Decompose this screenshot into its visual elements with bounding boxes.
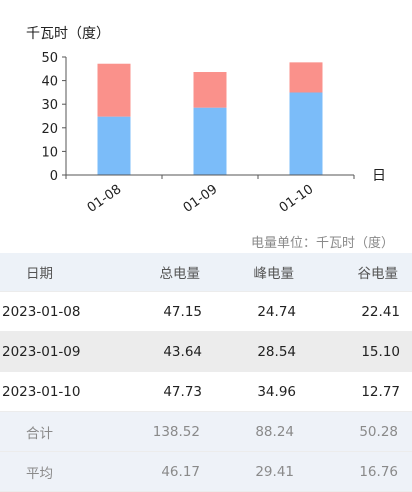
y-axis-label: 千瓦时（度）: [26, 26, 110, 42]
bar-segment-peak: [289, 62, 323, 93]
y-tick-label: 0: [50, 169, 58, 184]
cell-total: 47.15: [163, 303, 202, 320]
cell-average-label: 平均: [26, 465, 53, 482]
cell-total-label: 合计: [26, 425, 53, 442]
cell-peak: 24.74: [257, 303, 296, 320]
x-tick-label: 01-09: [181, 182, 221, 216]
table-header-row: 日期 总电量 峰电量 谷电量: [0, 253, 412, 292]
y-tick-label: 40: [41, 75, 58, 90]
header-date: 日期: [26, 266, 53, 282]
unit-note: 电量单位：千瓦时（度）: [250, 236, 394, 251]
cell-valley: 16.76: [359, 463, 398, 480]
cell-valley: 50.28: [359, 423, 398, 440]
y-tick-label: 20: [41, 122, 58, 137]
cell-valley: 12.77: [361, 383, 400, 400]
cell-date: 2023-01-10: [2, 383, 81, 400]
y-tick-label: 10: [41, 145, 58, 160]
cell-total: 43.64: [163, 343, 202, 360]
bar-segment-valley: [97, 116, 131, 175]
x-axis-label: 日: [372, 168, 386, 184]
table-row: 2023-01-08 47.15 24.74 22.41: [0, 292, 412, 332]
energy-table: 日期 总电量 峰电量 谷电量 2023-01-08 47.15 24.74 22…: [0, 253, 412, 492]
stacked-bar-chart: 千瓦时（度） 日 0 10 20 30 40 50 01-08 01-09 01-10: [26, 26, 386, 216]
cell-valley: 15.10: [361, 343, 400, 360]
x-tick-label: 01-08: [85, 182, 125, 216]
bar-segment-valley: [289, 92, 323, 175]
header-peak: 峰电量: [253, 266, 295, 282]
cell-peak: 34.96: [257, 383, 296, 400]
cell-total: 46.17: [161, 463, 200, 480]
y-tick-label: 30: [41, 98, 58, 113]
cell-total: 47.73: [163, 383, 202, 400]
cell-peak: 28.54: [257, 343, 296, 360]
header-total: 总电量: [159, 266, 201, 282]
y-tick-label: 50: [41, 51, 58, 66]
bar-segment-peak: [97, 63, 131, 117]
cell-date: 2023-01-08: [2, 303, 81, 320]
table-total-row: 合计 138.52 88.24 50.28: [0, 412, 412, 452]
table-average-row: 平均 46.17 29.41 16.76: [0, 452, 412, 492]
cell-peak: 29.41: [255, 463, 294, 480]
table-row: 2023-01-09 43.64 28.54 15.10: [0, 332, 412, 372]
cell-total: 138.52: [152, 423, 200, 440]
bar-segment-valley: [193, 107, 227, 175]
cell-valley: 22.41: [361, 303, 400, 320]
x-tick-label: 01-10: [277, 182, 317, 216]
table-row: 2023-01-10 47.73 34.96 12.77: [0, 372, 412, 412]
cell-date: 2023-01-09: [2, 343, 81, 360]
header-valley: 谷电量: [357, 266, 399, 282]
cell-peak: 88.24: [255, 423, 294, 440]
bar-segment-peak: [193, 72, 227, 108]
